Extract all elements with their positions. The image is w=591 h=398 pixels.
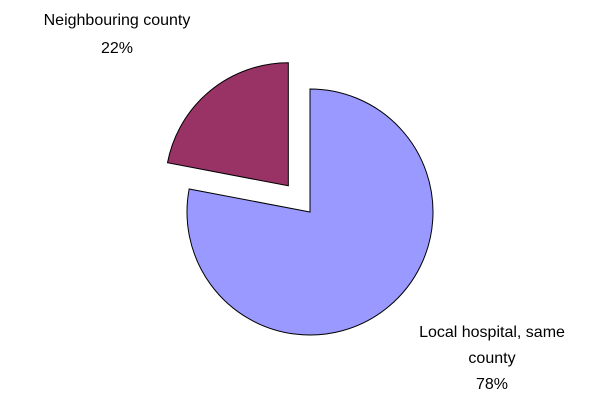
slice-percent-label: 78% (476, 376, 508, 393)
slice-label-neighbouring-county: Neighbouring county 22% (44, 12, 191, 57)
slice-label-line: Local hospital, same (419, 324, 565, 341)
slice-label-local-hospital-same-county: Local hospital, same county 78% (419, 324, 565, 393)
pie-slice-local-hospital-same-county (186, 88, 434, 336)
pie-slice-neighbouring-county (166, 62, 289, 187)
slice-label-line: Neighbouring county (44, 12, 191, 29)
slice-label-line: county (468, 350, 515, 367)
slice-percent-label: 22% (101, 40, 133, 57)
